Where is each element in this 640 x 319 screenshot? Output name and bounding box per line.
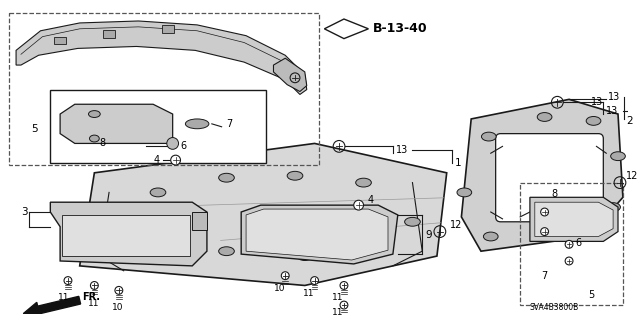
Ellipse shape [375,242,391,251]
Text: 4: 4 [367,195,374,205]
Bar [162,25,173,33]
Polygon shape [246,209,388,260]
Text: B-13-40: B-13-40 [373,22,428,35]
Text: 5: 5 [589,290,595,300]
Polygon shape [273,58,307,92]
Ellipse shape [457,188,472,197]
Text: 9: 9 [425,230,432,240]
Text: 11: 11 [88,299,99,308]
Text: 2: 2 [626,116,632,126]
Text: 8: 8 [552,189,557,199]
Ellipse shape [297,252,312,261]
Circle shape [282,272,289,279]
Text: 11: 11 [303,289,314,298]
Ellipse shape [90,135,99,142]
Circle shape [340,282,348,289]
Polygon shape [535,202,613,236]
Circle shape [115,286,123,294]
Circle shape [310,277,319,285]
Text: 8: 8 [99,138,106,148]
Text: 5: 5 [31,124,37,134]
Bar [520,182,623,305]
Text: 12: 12 [626,171,638,181]
Text: 11: 11 [332,308,344,317]
Polygon shape [16,21,307,94]
Circle shape [171,155,180,165]
Text: 3: 3 [21,207,28,217]
Polygon shape [324,19,369,39]
Circle shape [541,208,548,216]
Text: 12: 12 [450,220,462,230]
Text: 10: 10 [273,284,285,293]
Bar [9,13,319,165]
Circle shape [64,277,72,285]
Ellipse shape [88,111,100,117]
Polygon shape [80,144,447,286]
FancyBboxPatch shape [495,134,604,222]
Text: 7: 7 [227,119,233,129]
Circle shape [167,137,179,149]
Ellipse shape [586,116,601,125]
Ellipse shape [404,217,420,226]
Text: 13: 13 [591,97,604,107]
Circle shape [90,282,99,289]
Circle shape [354,200,364,210]
Text: 4: 4 [154,155,160,165]
Text: 1: 1 [454,158,461,168]
Text: 10: 10 [112,302,124,312]
Ellipse shape [356,178,371,187]
Bar [54,37,66,44]
Ellipse shape [611,152,625,160]
Circle shape [565,257,573,265]
Text: 6: 6 [180,141,187,152]
Ellipse shape [537,113,552,122]
Bar [103,30,115,38]
Polygon shape [62,215,190,256]
Bar [51,90,266,163]
Polygon shape [60,104,173,144]
Polygon shape [461,99,623,251]
Text: 11: 11 [58,293,70,302]
Ellipse shape [483,232,498,241]
Ellipse shape [219,247,234,256]
Circle shape [541,228,548,235]
Ellipse shape [186,119,209,129]
Polygon shape [51,202,207,266]
Text: FR.: FR. [82,292,100,302]
Ellipse shape [481,132,496,141]
Circle shape [340,301,348,309]
Ellipse shape [606,203,620,211]
Text: SVA4B3800B: SVA4B3800B [530,302,579,312]
Bar [192,212,207,230]
Text: 13: 13 [396,145,408,155]
Polygon shape [530,197,618,241]
Ellipse shape [219,173,234,182]
Text: 13: 13 [608,93,620,102]
Ellipse shape [150,188,166,197]
Text: 11: 11 [332,293,344,302]
Ellipse shape [287,171,303,180]
Circle shape [565,241,573,248]
Text: 6: 6 [575,238,581,249]
Ellipse shape [145,237,161,246]
Text: 7: 7 [541,271,548,281]
Text: 13: 13 [606,106,618,116]
Polygon shape [241,205,398,264]
FancyArrow shape [23,296,81,318]
Ellipse shape [579,227,594,236]
